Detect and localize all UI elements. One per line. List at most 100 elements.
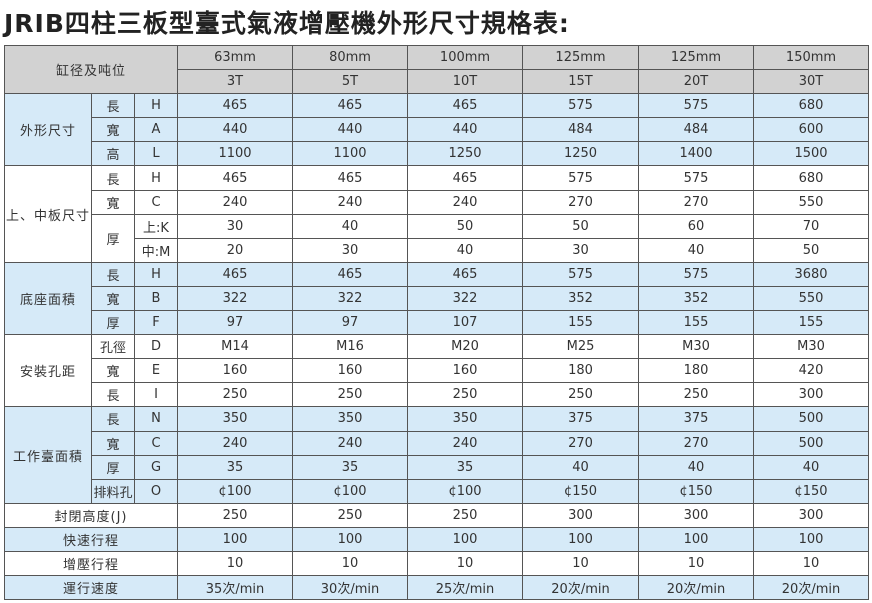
table-row: 中:M 20 30 40 30 40 50: [5, 237, 869, 263]
bore-header: 125mm: [638, 44, 754, 71]
value-cell: 575: [638, 165, 754, 191]
row-label: 快速行程: [4, 526, 178, 552]
group-label: 外形尺寸: [4, 93, 92, 167]
value-cell: 352: [638, 285, 754, 312]
value-cell: 350: [292, 406, 408, 432]
value-cell: 1250: [407, 141, 523, 167]
value-cell: 40: [407, 237, 523, 263]
value-cell: 70: [753, 213, 869, 239]
value-cell: 575: [522, 261, 639, 287]
value-cell: 1400: [638, 141, 754, 167]
dimension-code: 上:K: [134, 213, 178, 239]
value-cell: 465: [407, 261, 523, 287]
value-cell: 100: [292, 526, 408, 552]
value-cell: 10: [407, 550, 523, 577]
value-cell: 160: [292, 358, 408, 384]
dimension-code: O: [134, 478, 178, 504]
value-cell: 575: [522, 93, 639, 119]
table-row: 底座面積長 H 465 465 465 575 575 3680: [4, 261, 869, 336]
sub-label: 寬: [91, 117, 135, 143]
value-cell: 107: [407, 310, 523, 336]
value-cell: 20: [177, 237, 293, 263]
tonnage-header: 30T: [753, 69, 869, 95]
value-cell: 250: [292, 382, 408, 408]
group-label: 上、中板尺寸: [4, 165, 92, 263]
value-cell: 3680: [753, 261, 869, 287]
dimension-code: G: [134, 454, 178, 480]
bore-header: 150mm: [753, 44, 869, 71]
value-cell: 160: [177, 358, 293, 384]
value-cell: 10: [638, 550, 754, 577]
value-cell: 465: [177, 261, 293, 287]
value-cell: 30: [292, 237, 408, 263]
dimension-code: E: [134, 358, 178, 384]
group-label: 底座面積: [4, 261, 92, 336]
dimension-code: C: [134, 430, 178, 456]
value-cell: 240: [292, 189, 408, 215]
value-cell: 440: [407, 117, 523, 143]
value-cell: 270: [522, 430, 639, 456]
value-cell: 40: [753, 454, 869, 480]
value-cell: 575: [522, 165, 639, 191]
table-row: 快速行程 100 100 100 100 100 100: [4, 526, 869, 552]
value-cell: 550: [753, 189, 869, 215]
value-cell: 50: [753, 237, 869, 263]
sub-label: 長: [91, 165, 135, 191]
value-cell: 250: [522, 382, 639, 408]
value-cell: 180: [522, 358, 639, 384]
value-cell: 240: [177, 189, 293, 215]
value-cell: 350: [407, 406, 523, 432]
tonnage-header: 10T: [407, 69, 523, 95]
value-cell: 1500: [753, 141, 869, 167]
value-cell: M16: [292, 334, 408, 360]
sub-label: 長: [91, 382, 135, 408]
value-cell: 500: [753, 430, 869, 456]
value-cell: ¢100: [292, 478, 408, 504]
sub-label: 長: [91, 261, 135, 287]
value-cell: 465: [292, 165, 408, 191]
value-cell: 440: [177, 117, 293, 143]
value-cell: 100: [522, 526, 639, 552]
value-cell: 375: [522, 406, 639, 432]
table-row: 安裝孔距 孔徑 D M14 M16 M20 M25 M30 M30: [4, 334, 869, 408]
value-cell: 30: [177, 213, 293, 239]
table-row: 運行速度 35次/min 30次/min 25次/min 20次/min 20次/min 2…: [4, 575, 869, 601]
value-cell: 240: [407, 189, 523, 215]
table-row: 上、中板尺寸長 H 465 465 465 575 575 680: [4, 165, 869, 263]
value-cell: 10: [177, 550, 293, 577]
value-cell: 97: [292, 310, 408, 336]
dimension-code: B: [134, 285, 178, 312]
header-label: 缸径及吨位: [4, 44, 178, 95]
table-row: 寬 A 440 440 440 484 484 600: [5, 117, 869, 143]
value-cell: 10: [522, 550, 639, 577]
dimension-code: L: [134, 141, 178, 167]
dimension-code: N: [134, 406, 178, 432]
value-cell: M14: [177, 334, 293, 360]
value-cell: 465: [292, 93, 408, 119]
table-row: 高 L 1100 1100 1250 1250 1400 1500: [5, 141, 869, 167]
value-cell: 270: [638, 430, 754, 456]
value-cell: 50: [407, 213, 523, 239]
value-cell: 270: [638, 189, 754, 215]
dimension-code: H: [134, 165, 178, 191]
value-cell: 322: [407, 285, 523, 312]
table-row: 厚上:K 30 40 50 50 60 70: [5, 213, 869, 263]
value-cell: 322: [177, 285, 293, 312]
bore-header: 80mm: [292, 44, 408, 71]
value-cell: 97: [177, 310, 293, 336]
dimension-code: H: [134, 93, 178, 119]
sub-label: 寬: [91, 358, 135, 384]
table-row: 外形尺寸長 H 465 465 465 575 575 680: [4, 93, 869, 167]
row-label: 封閉高度(J): [4, 502, 178, 528]
sub-label: 長: [91, 406, 135, 432]
value-cell: 40: [522, 454, 639, 480]
value-cell: 680: [753, 165, 869, 191]
tonnage-header: 15T: [522, 69, 639, 95]
value-cell: 40: [638, 454, 754, 480]
value-cell: M30: [638, 334, 754, 360]
table-row: 封閉高度(J) 250 250 250 300 300 300: [4, 502, 869, 528]
dimension-code: I: [134, 382, 178, 408]
value-cell: 500: [753, 406, 869, 432]
sub-label: 長: [91, 93, 135, 119]
value-cell: 100: [407, 526, 523, 552]
